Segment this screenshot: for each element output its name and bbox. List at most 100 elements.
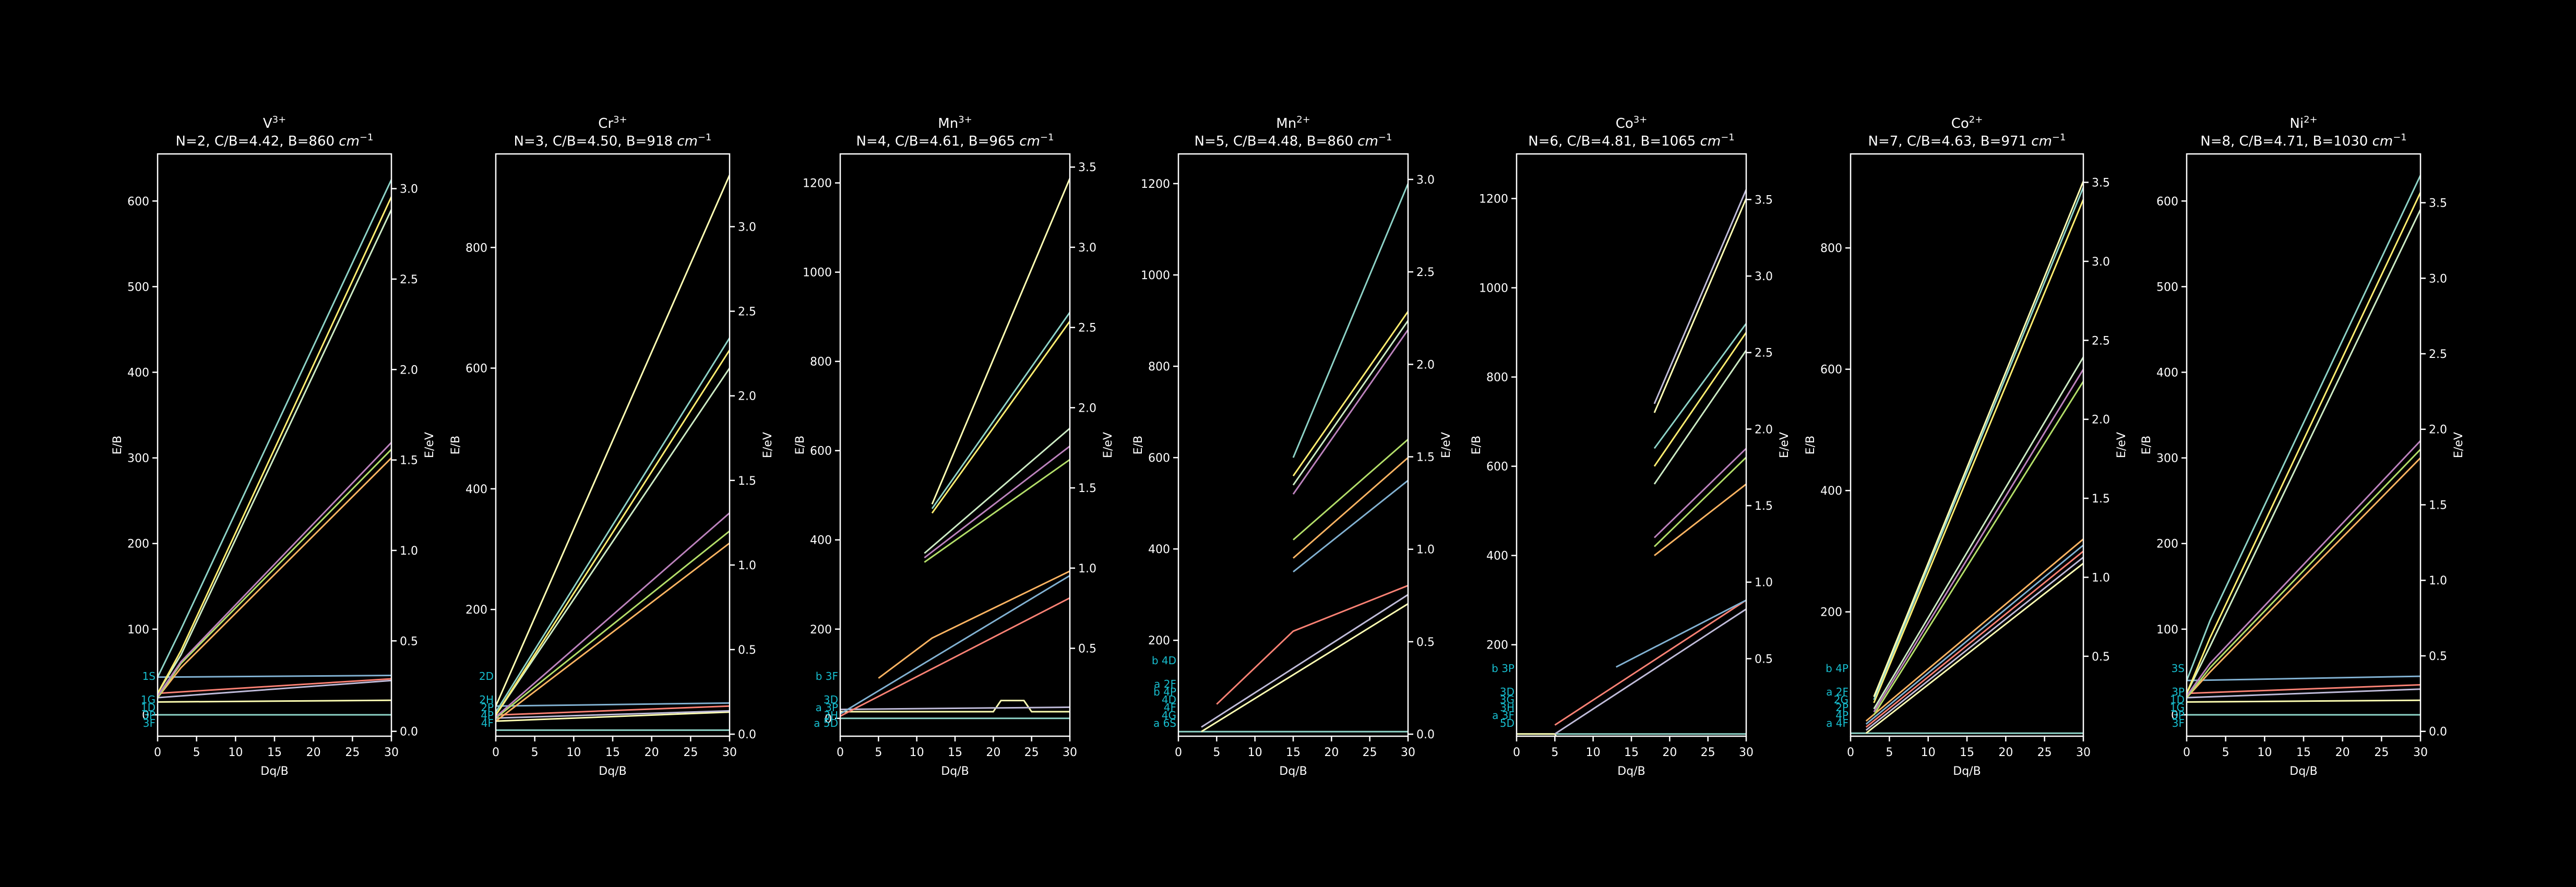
ion-charge: 2+ [1296, 114, 1310, 125]
series-line-2H [496, 705, 730, 716]
series-line-r2 [840, 574, 1070, 715]
state-label: 2D [479, 670, 494, 682]
y2-tick-label: 0.0 [738, 728, 756, 741]
series-line-t1 [1653, 198, 1746, 413]
series-group [1178, 183, 1408, 733]
state-label: 3P [2172, 709, 2185, 722]
y-tick-label: 300 [127, 452, 149, 465]
panel-subtitle: N=3, C/B=4.50, B=918 cm−1 [514, 132, 712, 149]
unit-exponent: −1 [1378, 132, 1392, 143]
series-line-e [158, 196, 391, 694]
ion-charge: 2+ [1969, 114, 1983, 125]
y-tick-label: 600 [127, 195, 149, 208]
series-line-r3 [878, 570, 1070, 679]
unit-base: cm [1019, 134, 1040, 149]
y-axis-label: E/B [449, 436, 462, 454]
series-line-d [496, 367, 730, 716]
y-axis-label: E/B [111, 436, 124, 454]
y2-tick-label: 3.0 [738, 221, 756, 234]
y2-tick-label: 1.0 [1755, 577, 1773, 590]
y2-tick-label: 1.0 [2429, 574, 2447, 588]
y2-axis-label: E/eV [423, 432, 436, 458]
x-tick-label: 20 [645, 746, 659, 759]
panel-7: 0 5 10 15 20 25 3001002003004005006000.00.51.0… [2140, 114, 2465, 778]
x-tick-label: 30 [1063, 746, 1077, 759]
state-label: 3P [142, 709, 156, 722]
unit-base: cm [1700, 134, 1721, 149]
series-line-r2 [1554, 599, 1746, 726]
series-line-2D [496, 702, 730, 707]
y-tick-label: 300 [2156, 452, 2178, 465]
y-tick-label: 600 [810, 445, 832, 458]
panel-4: 0 5 10 15 20 25 30 200 400 600 800 1000 1200 0.0 0.5 1.… [1132, 114, 1453, 778]
x-axis-label: Dq/B [2289, 765, 2317, 778]
y-tick-label: 200 [1820, 606, 1842, 619]
x-tick-label: 20 [986, 746, 1000, 759]
x-tick-label: 20 [2335, 746, 2350, 759]
x-tick-label: 5 [875, 746, 882, 759]
series-line-c [496, 512, 730, 718]
unit-exponent: −1 [1721, 132, 1735, 143]
series-line-m2 [1873, 368, 2083, 713]
series-line-h1 [1653, 350, 1746, 485]
series-line-2P [496, 710, 730, 719]
x-tick-label: 5 [1213, 746, 1220, 759]
x-axis-label: Dq/B [1953, 765, 1981, 778]
y2-tick-label: 0.5 [400, 635, 418, 648]
series-line-h1 [1292, 329, 1408, 495]
x-tick-label: 30 [1401, 746, 1415, 759]
state-label: 2G [1834, 693, 1848, 706]
y2-tick-label: 1.5 [1416, 451, 1435, 464]
y-tick-label: 200 [127, 538, 149, 551]
series-group [2187, 175, 2420, 716]
y-axis-label: E/B [2140, 436, 2153, 454]
unit-base: cm [339, 134, 360, 149]
x-axis-label: Dq/B [260, 765, 288, 778]
x-tick-label: 10 [910, 746, 924, 759]
series-line-a [2187, 457, 2420, 699]
y2-tick-label: 3.0 [2092, 256, 2110, 269]
y-axis-label: E/B [1132, 436, 1145, 454]
series-line-h1 [1873, 199, 2083, 703]
panel-title: Co2+ [1951, 114, 1983, 131]
y-tick-label: 200 [1486, 639, 1508, 652]
y-tick-label: 400 [1148, 543, 1170, 556]
state-label: 2P [481, 701, 494, 714]
state-label: 3H [1500, 701, 1514, 714]
series-line-h3 [1653, 323, 1746, 449]
y2-tick-label: 0.5 [2092, 651, 2110, 664]
y2-tick-label: 2.0 [400, 364, 418, 377]
y2-tick-label: 2.5 [2429, 348, 2447, 361]
subtitle-text: N=4, C/B=4.61, B=965 [856, 134, 1020, 149]
x-tick-label: 30 [722, 746, 737, 759]
y-tick-label: 600 [1148, 452, 1170, 465]
y-tick-label: 0 [142, 709, 149, 722]
y2-tick-label: 1.0 [1078, 562, 1096, 576]
state-label: a 2F [1826, 686, 1848, 698]
x-tick-label: 20 [1324, 746, 1339, 759]
y2-tick-label: 2.5 [1755, 347, 1773, 360]
y2-tick-label: 2.0 [2092, 414, 2110, 427]
x-tick-label: 0 [1847, 746, 1854, 759]
series-line-4P [496, 711, 730, 722]
series-line-3P [158, 699, 391, 703]
y-tick-label: 1200 [1141, 178, 1170, 191]
y-tick-label: 600 [1820, 364, 1842, 377]
y-tick-label: 600 [2156, 195, 2178, 208]
series-line-x1 [840, 700, 1070, 713]
y2-tick-label: 1.0 [738, 559, 756, 572]
x-axis-label: Dq/B [1279, 765, 1307, 778]
y-tick-label: 200 [2156, 538, 2178, 551]
x-tick-label: 30 [1739, 746, 1754, 759]
series-line-m1 [1654, 483, 1746, 556]
series-group [1851, 181, 2083, 734]
state-label: a 5D [814, 717, 838, 729]
panel-3: 0 5 10 15 20 25 30 0 200 400 600 800 1000 1200 0.5 1.0 1… [794, 114, 1115, 778]
x-tick-label: 15 [2296, 746, 2311, 759]
series-line-g [496, 174, 730, 706]
y2-tick-label: 3.5 [2429, 197, 2447, 210]
y2-tick-label: 3.0 [400, 183, 418, 196]
panel-5: 0 5 10 15 20 25 30 200 400 600 800 1000 1200 0.5 1.0 1.… [1470, 114, 1791, 778]
